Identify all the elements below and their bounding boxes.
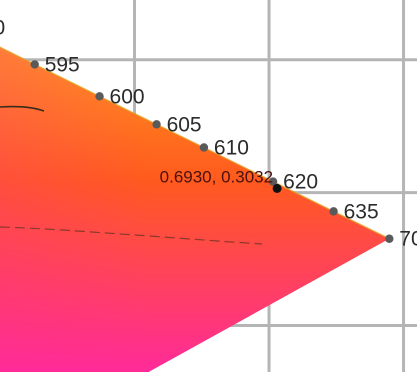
wavelength-label: 610	[214, 136, 249, 159]
gamut-fill-overlay	[0, 0, 390, 372]
wavelength-marker	[385, 234, 394, 243]
wavelength-marker	[95, 92, 104, 101]
spectral-locus-edge	[0, 46, 390, 240]
spectral-locus-markers: 580585590595600605610620635700	[0, 17, 417, 251]
wavelength-marker	[268, 177, 278, 186]
wavelength-label: 590	[0, 17, 5, 40]
wavelength-label: 605	[167, 113, 202, 136]
chromaticity-point	[272, 183, 282, 193]
wavelength-marker	[152, 120, 161, 129]
annotation-curve	[0, 105, 45, 112]
wavelength-marker	[199, 143, 209, 152]
annotation-curves	[0, 105, 263, 245]
wavelength-label: 700	[399, 228, 417, 251]
marked-point-layer: 0.6930, 0.3032	[160, 167, 282, 193]
wavelength-label: 595	[45, 53, 80, 76]
coordinate-label: 0.6930, 0.3032	[160, 167, 273, 186]
annotation-curve	[0, 226, 263, 245]
wavelength-marker	[329, 207, 338, 216]
wavelength-marker	[30, 60, 39, 69]
wavelength-label: 600	[110, 85, 145, 108]
wavelength-label: 620	[283, 171, 318, 194]
wavelength-label: 635	[344, 200, 379, 223]
gamut-region	[0, 0, 390, 372]
